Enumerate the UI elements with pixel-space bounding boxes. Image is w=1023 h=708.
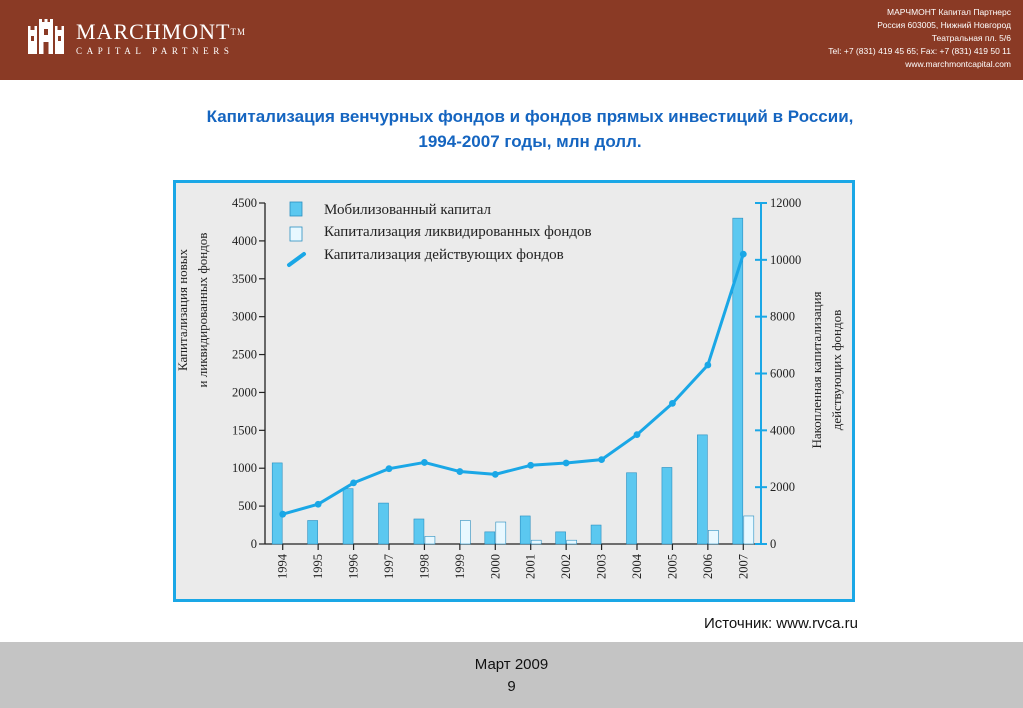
x-axis-tick-label: 2003 bbox=[595, 554, 609, 579]
mobilized-capital-bar bbox=[555, 531, 566, 545]
left-axis-tick-label: 1000 bbox=[232, 461, 257, 475]
mobilized-capital-bar bbox=[519, 515, 531, 545]
x-axis-tick-label: 1994 bbox=[276, 553, 290, 579]
left-axis-title-line1: Капитализация новых bbox=[175, 248, 190, 371]
contact-website[interactable]: www.marchmontcapital.com bbox=[905, 59, 1011, 69]
company-logo[interactable]: MARCHMONTTM CAPITAL PARTNERS bbox=[26, 18, 246, 58]
contact-address: Россия 603005, Нижний Новгород bbox=[877, 20, 1011, 30]
active-funds-point bbox=[491, 470, 499, 478]
left-axis-tick-label: 0 bbox=[251, 537, 257, 551]
right-axis-tick-label: 2000 bbox=[770, 480, 795, 494]
mobilized-capital-bar bbox=[307, 520, 318, 545]
mobilized-capital-bar bbox=[413, 518, 425, 545]
contact-phone: Tel: +7 (831) 419 45 65; Fax: +7 (831) 4… bbox=[828, 46, 1011, 56]
right-axis-title-line2: действующих фондов bbox=[829, 310, 844, 431]
legend-mobilized-label: Мобилизованный капитал bbox=[324, 202, 492, 218]
active-funds-point bbox=[704, 361, 712, 369]
brand-subtitle: CAPITAL PARTNERS bbox=[76, 45, 234, 56]
brand-name: MARCHMONT bbox=[76, 18, 231, 44]
mobilized-capital-bar bbox=[732, 217, 744, 545]
left-axis-tick-label: 2000 bbox=[232, 385, 257, 399]
x-axis-tick-label: 2005 bbox=[665, 554, 679, 579]
legend-active-swatch bbox=[287, 252, 306, 267]
legend-active-label: Капитализация действующих фондов bbox=[324, 247, 564, 263]
x-axis-tick-label: 1998 bbox=[417, 554, 431, 579]
active-funds-point bbox=[314, 500, 322, 508]
mobilized-capital-bar bbox=[697, 434, 708, 545]
active-funds-point bbox=[350, 479, 357, 487]
liquidated-funds-bar bbox=[708, 530, 719, 545]
x-axis-tick-label: 2002 bbox=[559, 554, 573, 579]
right-axis-tick-label: 6000 bbox=[770, 367, 795, 381]
liquidated-funds-bar bbox=[530, 539, 542, 545]
chart-container: 0 500 1000 1500 2000 2500 3000 3500 4000 4500 0 200… bbox=[173, 180, 855, 602]
right-axis-tick-label: 0 bbox=[770, 537, 776, 551]
active-funds-point bbox=[385, 465, 393, 473]
slide-title: Капитализация венчурных фондов и фондов … bbox=[100, 104, 960, 154]
footer-bar bbox=[0, 642, 1023, 708]
contact-street: Театральная пл. 5/6 bbox=[931, 33, 1011, 43]
castle-logo-icon bbox=[28, 19, 64, 54]
active-funds-point bbox=[456, 468, 464, 475]
x-axis-tick-label: 1999 bbox=[453, 554, 467, 579]
legend-mobilized-swatch bbox=[289, 201, 303, 217]
contact-block: МАРЧМОНТ Капитал Партнерс Россия 603005,… bbox=[828, 6, 1011, 71]
mobilized-capital-bar bbox=[484, 531, 496, 545]
liquidated-funds-bar bbox=[743, 515, 755, 545]
liquidated-funds-bar bbox=[566, 539, 577, 545]
liquidated-funds-bar bbox=[460, 520, 471, 545]
right-axis-tick-label: 12000 bbox=[770, 196, 801, 210]
liquidated-funds-bar bbox=[495, 521, 507, 545]
active-funds-point bbox=[279, 510, 287, 518]
capitalization-chart: 0 500 1000 1500 2000 2500 3000 3500 4000 4500 0 200… bbox=[173, 180, 855, 602]
active-funds-point bbox=[633, 431, 641, 438]
left-axis-tick-label: 1500 bbox=[232, 423, 257, 437]
left-axis-tick-label: 500 bbox=[238, 499, 257, 513]
x-axis-tick-label: 2006 bbox=[701, 554, 715, 579]
source-note: Источник: www.rvca.ru bbox=[703, 615, 858, 632]
left-axis-tick-label: 4500 bbox=[232, 196, 257, 210]
active-funds-line bbox=[282, 253, 745, 516]
slide-title-line2: 1994-2007 годы, млн долл. bbox=[418, 132, 642, 151]
left-axis-tick-label: 4000 bbox=[232, 234, 257, 248]
mobilized-capital-bar bbox=[661, 467, 673, 545]
active-funds-point bbox=[598, 456, 605, 464]
x-axis-tick-label: 2001 bbox=[524, 554, 538, 579]
active-funds-point bbox=[669, 399, 676, 407]
mobilized-capital-bar bbox=[378, 502, 389, 545]
mobilized-capital-bar bbox=[590, 524, 602, 545]
active-funds-point bbox=[527, 461, 535, 469]
header-bar: MARCHMONTTM CAPITAL PARTNERS МАРЧМОНТ Ка… bbox=[0, 0, 1023, 80]
x-axis-tick-label: 1997 bbox=[382, 554, 396, 579]
left-axis-title-line2: и ликвидированных фондов bbox=[195, 233, 210, 388]
active-funds-point bbox=[739, 250, 747, 258]
footer-date: Март 2009 bbox=[474, 656, 549, 673]
right-axis-tick-label: 4000 bbox=[770, 423, 795, 437]
left-axis-tick-label: 2500 bbox=[232, 348, 257, 362]
trademark-mark: TM bbox=[230, 26, 246, 37]
mobilized-capital-bar bbox=[342, 488, 354, 545]
active-funds-point bbox=[421, 459, 428, 466]
right-axis-tick-label: 8000 bbox=[770, 310, 795, 324]
left-axis-tick-label: 3000 bbox=[232, 310, 257, 324]
active-funds-point bbox=[562, 459, 570, 467]
mobilized-capital-bar bbox=[271, 462, 283, 545]
x-axis-tick-label: 1995 bbox=[311, 554, 325, 579]
liquidated-funds-bar bbox=[424, 536, 436, 545]
x-axis-tick-label: 1996 bbox=[347, 554, 361, 579]
mobilized-capital-bar bbox=[626, 472, 637, 545]
contact-company: МАРЧМОНТ Капитал Партнерс bbox=[886, 7, 1011, 17]
x-axis-tick-label: 2000 bbox=[488, 554, 502, 579]
x-axis-tick-label: 2004 bbox=[630, 553, 644, 579]
page-number: 9 bbox=[507, 678, 516, 695]
legend-liquidated-swatch bbox=[289, 226, 303, 242]
legend-liquidated-label: Капитализация ликвидированных фондов bbox=[324, 224, 592, 240]
left-axis-tick-label: 3500 bbox=[232, 272, 257, 286]
right-axis-tick-label: 10000 bbox=[770, 253, 801, 267]
right-axis-title-line1: Накопленная капитализация bbox=[809, 291, 824, 448]
x-axis-tick-label: 2007 bbox=[736, 554, 750, 579]
slide-title-line1: Капитализация венчурных фондов и фондов … bbox=[206, 107, 854, 126]
